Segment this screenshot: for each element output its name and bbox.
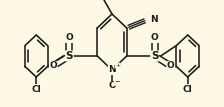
Text: S: S bbox=[66, 51, 73, 61]
Text: O: O bbox=[167, 62, 174, 71]
Text: Cl: Cl bbox=[183, 85, 193, 94]
Text: S: S bbox=[151, 51, 158, 61]
Text: −: − bbox=[114, 80, 120, 85]
Text: N: N bbox=[108, 65, 116, 74]
Text: +: + bbox=[115, 63, 120, 68]
Text: Cl: Cl bbox=[31, 85, 41, 94]
Text: O: O bbox=[65, 33, 73, 42]
Text: N: N bbox=[150, 15, 157, 24]
Text: O: O bbox=[50, 62, 57, 71]
Text: O: O bbox=[108, 82, 116, 91]
Text: O: O bbox=[151, 33, 159, 42]
